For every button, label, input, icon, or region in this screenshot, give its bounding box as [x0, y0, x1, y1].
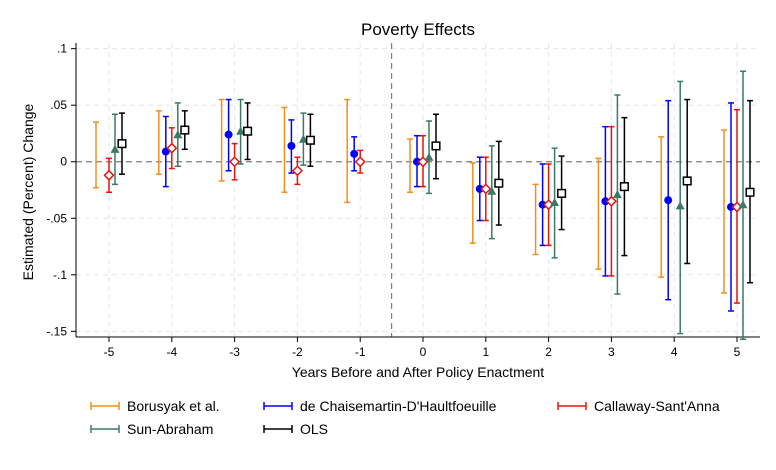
point-estimate-ols	[494, 178, 504, 188]
point-estimate-ols	[180, 125, 190, 135]
x-tick-label: 1	[482, 345, 489, 359]
point-estimate-ols	[117, 139, 127, 149]
point-estimate-sun-abraham	[550, 197, 560, 207]
point-estimate-callaway-sant-anna	[543, 199, 555, 211]
point-estimate-callaway-sant-anna	[480, 183, 492, 195]
point-estimate-ols	[431, 141, 441, 151]
point-estimate-de-chaisemartin-d-haultfoeuille	[413, 157, 421, 166]
point-estimate-de-chaisemartin-d-haultfoeuille	[224, 130, 233, 139]
legend-label-borusyak-et-al: Borusyak et al.	[127, 398, 220, 414]
point-estimate-sun-abraham	[612, 190, 622, 199]
point-estimate-de-chaisemartin-d-haultfoeuille	[727, 202, 735, 211]
point-estimate-callaway-sant-anna	[731, 201, 743, 213]
point-estimate-callaway-sant-anna	[605, 195, 617, 207]
legend-item-callaway-sant-anna: Callaway-Sant'Anna	[557, 398, 720, 414]
y-tick-label: -.05	[46, 211, 67, 225]
y-tick-label: .1	[57, 42, 67, 56]
point-estimate-ols	[682, 176, 692, 186]
point-estimate-sun-abraham	[487, 186, 497, 195]
legend-label-ols: OLS	[300, 421, 328, 437]
x-tick-label: 0	[420, 345, 427, 359]
point-estimate-sun-abraham	[424, 152, 434, 161]
point-estimate-sun-abraham	[675, 201, 685, 210]
x-tick-label: 2	[545, 345, 552, 359]
point-estimate-callaway-sant-anna	[229, 156, 241, 168]
point-estimate-callaway-sant-anna	[291, 165, 303, 177]
point-estimate-sun-abraham	[298, 134, 308, 143]
point-estimate-sun-abraham	[236, 126, 246, 135]
x-tick-label: 3	[608, 345, 615, 359]
axes: .1 .05 0 -.05 -.1 -.15 -5 -4 -3 -2 -1 0 1 2 3 4 5	[46, 42, 760, 359]
legend-label-sun-abraham: Sun-Abraham	[127, 421, 213, 437]
point-estimate-sun-abraham	[738, 200, 748, 209]
point-estimate-de-chaisemartin-d-haultfoeuille	[287, 141, 296, 150]
y-tick-label: .05	[50, 98, 67, 112]
x-tick-label: -5	[104, 345, 115, 359]
point-estimate-de-chaisemartin-d-haultfoeuille	[475, 184, 484, 193]
y-tick-label: 0	[60, 155, 67, 169]
y-tick-label: -.1	[53, 268, 67, 282]
x-tick-label: -2	[292, 345, 303, 359]
x-tick-label: 5	[734, 345, 741, 359]
point-estimate-ols	[243, 126, 253, 136]
legend-item-sun-abraham: Sun-Abraham	[90, 421, 213, 437]
chart-title: Poverty Effects	[361, 20, 475, 39]
point-estimate-callaway-sant-anna	[166, 142, 178, 154]
legend-label-de-chaisemartin-d-haultfoeuille: de Chaisemartin-D'Haultfoeuille	[300, 398, 497, 414]
series-marks	[93, 70, 755, 341]
point-estimate-de-chaisemartin-d-haultfoeuille	[350, 149, 359, 158]
point-estimate-de-chaisemartin-d-haultfoeuille	[664, 196, 673, 205]
point-estimate-de-chaisemartin-d-haultfoeuille	[601, 197, 610, 206]
point-estimate-de-chaisemartin-d-haultfoeuille	[538, 200, 547, 209]
legend-item-borusyak-et-al: Borusyak et al.	[90, 398, 220, 414]
legend-label-callaway-sant-anna: Callaway-Sant'Anna	[594, 398, 720, 414]
x-axis-label: Years Before and After Policy Enactment	[292, 364, 545, 380]
point-estimate-ols	[305, 135, 315, 145]
x-tick-label: -4	[166, 345, 177, 359]
point-estimate-callaway-sant-anna	[103, 169, 115, 181]
point-estimate-sun-abraham	[110, 144, 120, 153]
x-tick-label: 4	[671, 345, 678, 359]
legend-item-de-chaisemartin-d-haultfoeuille: de Chaisemartin-D'Haultfoeuille	[263, 398, 497, 414]
point-estimate-ols	[557, 188, 567, 198]
point-estimate-sun-abraham	[173, 130, 183, 139]
point-estimate-callaway-sant-anna	[354, 156, 366, 168]
x-tick-label: -3	[229, 345, 240, 359]
point-estimate-ols	[745, 187, 755, 197]
y-axis-label: Estimated (Percent) Change	[20, 103, 36, 280]
legend-item-ols: OLS	[263, 421, 328, 437]
point-estimate-ols	[619, 182, 629, 192]
y-tick-label: -.15	[46, 324, 67, 338]
legend: Borusyak et al. de Chaisemartin-D'Haultfo…	[90, 398, 720, 437]
x-tick-label: -1	[355, 345, 366, 359]
